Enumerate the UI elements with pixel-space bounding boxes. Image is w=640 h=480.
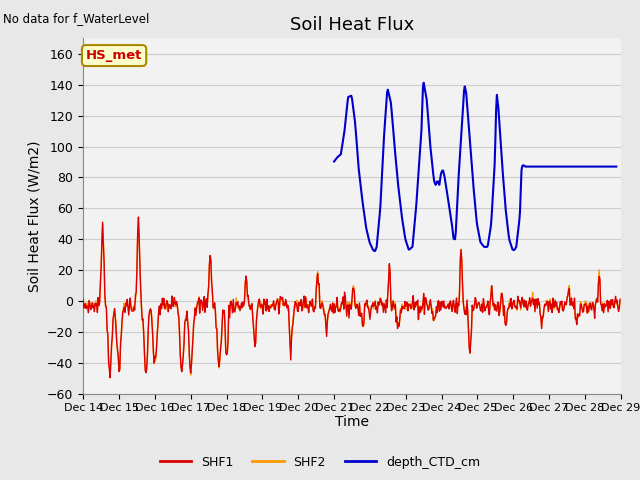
Legend: SHF1, SHF2, depth_CTD_cm: SHF1, SHF2, depth_CTD_cm: [155, 451, 485, 474]
Y-axis label: Soil Heat Flux (W/m2): Soil Heat Flux (W/m2): [28, 140, 42, 292]
Title: Soil Heat Flux: Soil Heat Flux: [290, 16, 414, 34]
Text: No data for f_WaterLevel: No data for f_WaterLevel: [3, 12, 150, 25]
X-axis label: Time: Time: [335, 415, 369, 429]
Text: HS_met: HS_met: [86, 49, 142, 62]
